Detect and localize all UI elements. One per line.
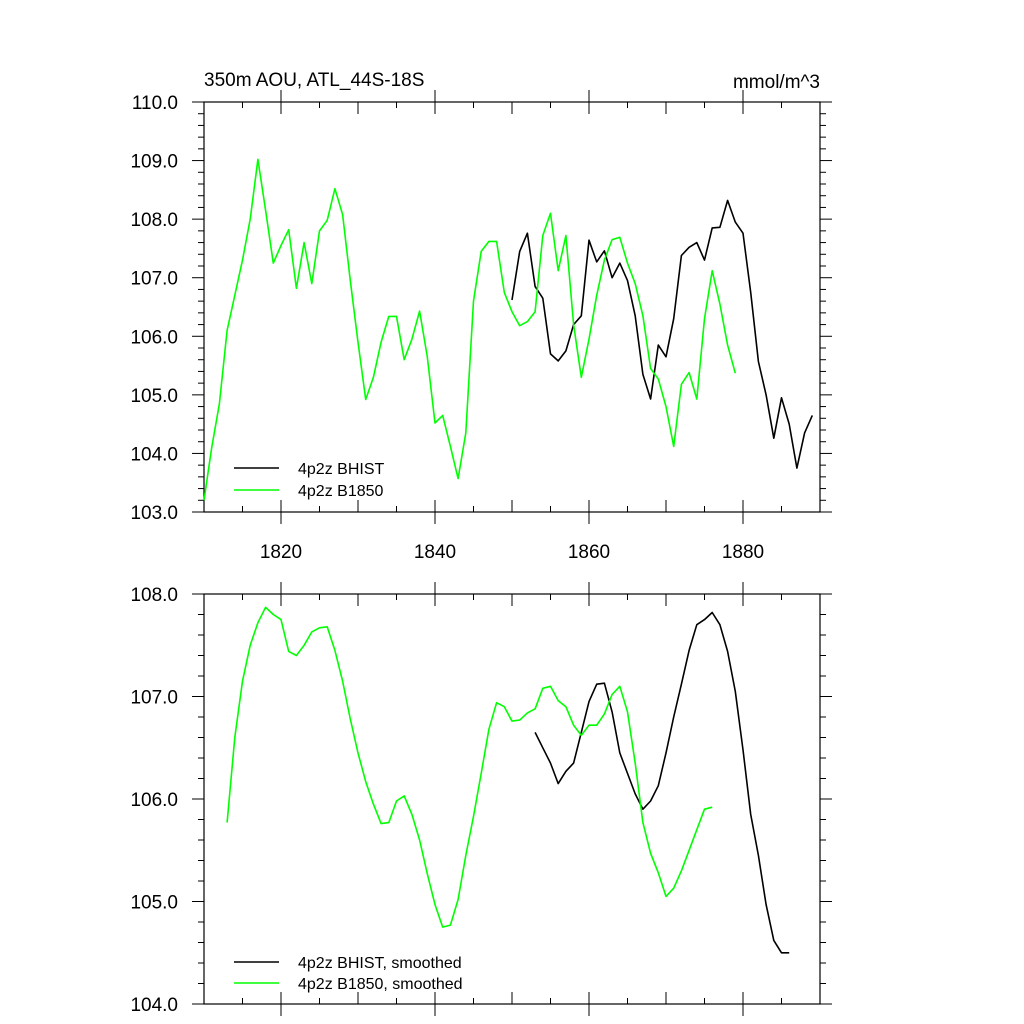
top-panel-legend: 4p2z BHIST 4p2z B1850 (234, 461, 384, 500)
top-panel-units: mmol/m^3 (733, 72, 820, 93)
y-tick-label: 107.0 (130, 269, 178, 290)
y-tick-label: 104.0 (130, 444, 178, 465)
y-tick-label: 108.0 (130, 210, 178, 231)
legend-label-bhist: 4p2z BHIST (298, 461, 384, 478)
top-panel-title: 350m AOU, ATL_44S-18S (204, 70, 424, 91)
top-panel: 350m AOU, ATL_44S-18S mmol/m^3 103.0 104.… (130, 70, 832, 563)
bottom-panel-y-tick-labels: 104.0 105.0 106.0 107.0 108.0 (130, 585, 178, 1016)
x-tick-label: 1860 (568, 542, 610, 563)
bottom-panel: 104.0 105.0 106.0 107.0 108.0 4p2z BHIST, sm… (130, 582, 832, 1016)
x-tick-label: 1820 (260, 542, 302, 563)
x-tick-label: 1880 (722, 542, 764, 563)
y-tick-label: 105.0 (130, 386, 178, 407)
y-tick-label: 106.0 (130, 790, 178, 811)
x-tick-label: 1840 (414, 542, 456, 563)
y-tick-label: 107.0 (130, 688, 178, 709)
y-tick-label: 109.0 (130, 152, 178, 173)
legend-label-bhist-smoothed: 4p2z BHIST, smoothed (298, 955, 462, 972)
top-panel-ticks (192, 90, 832, 524)
bottom-panel-ticks (192, 582, 832, 1016)
top-panel-series-lines (203, 158, 814, 501)
y-tick-label: 104.0 (130, 995, 178, 1016)
series-line-bhist (511, 199, 814, 469)
y-tick-label: 103.0 (130, 503, 178, 524)
y-tick-label: 105.0 (130, 893, 178, 914)
top-panel-y-tick-labels: 103.0 104.0 105.0 106.0 107.0 108.0 109.0 110.0 (130, 93, 178, 524)
series-line-b1850 (203, 158, 737, 501)
top-panel-x-tick-labels: 1820 1840 1860 1880 (260, 542, 764, 563)
bottom-panel-legend: 4p2z BHIST, smoothed 4p2z B1850, smoothe… (234, 955, 463, 993)
bottom-panel-series-lines (226, 606, 790, 954)
y-tick-label: 108.0 (130, 585, 178, 606)
y-tick-label: 110.0 (132, 93, 178, 114)
legend-label-b1850: 4p2z B1850 (298, 483, 384, 500)
legend-label-b1850-smoothed: 4p2z B1850, smoothed (298, 976, 463, 993)
series-line-b1850 (226, 606, 713, 928)
y-tick-label: 106.0 (130, 327, 178, 348)
series-line-bhist (534, 611, 790, 954)
